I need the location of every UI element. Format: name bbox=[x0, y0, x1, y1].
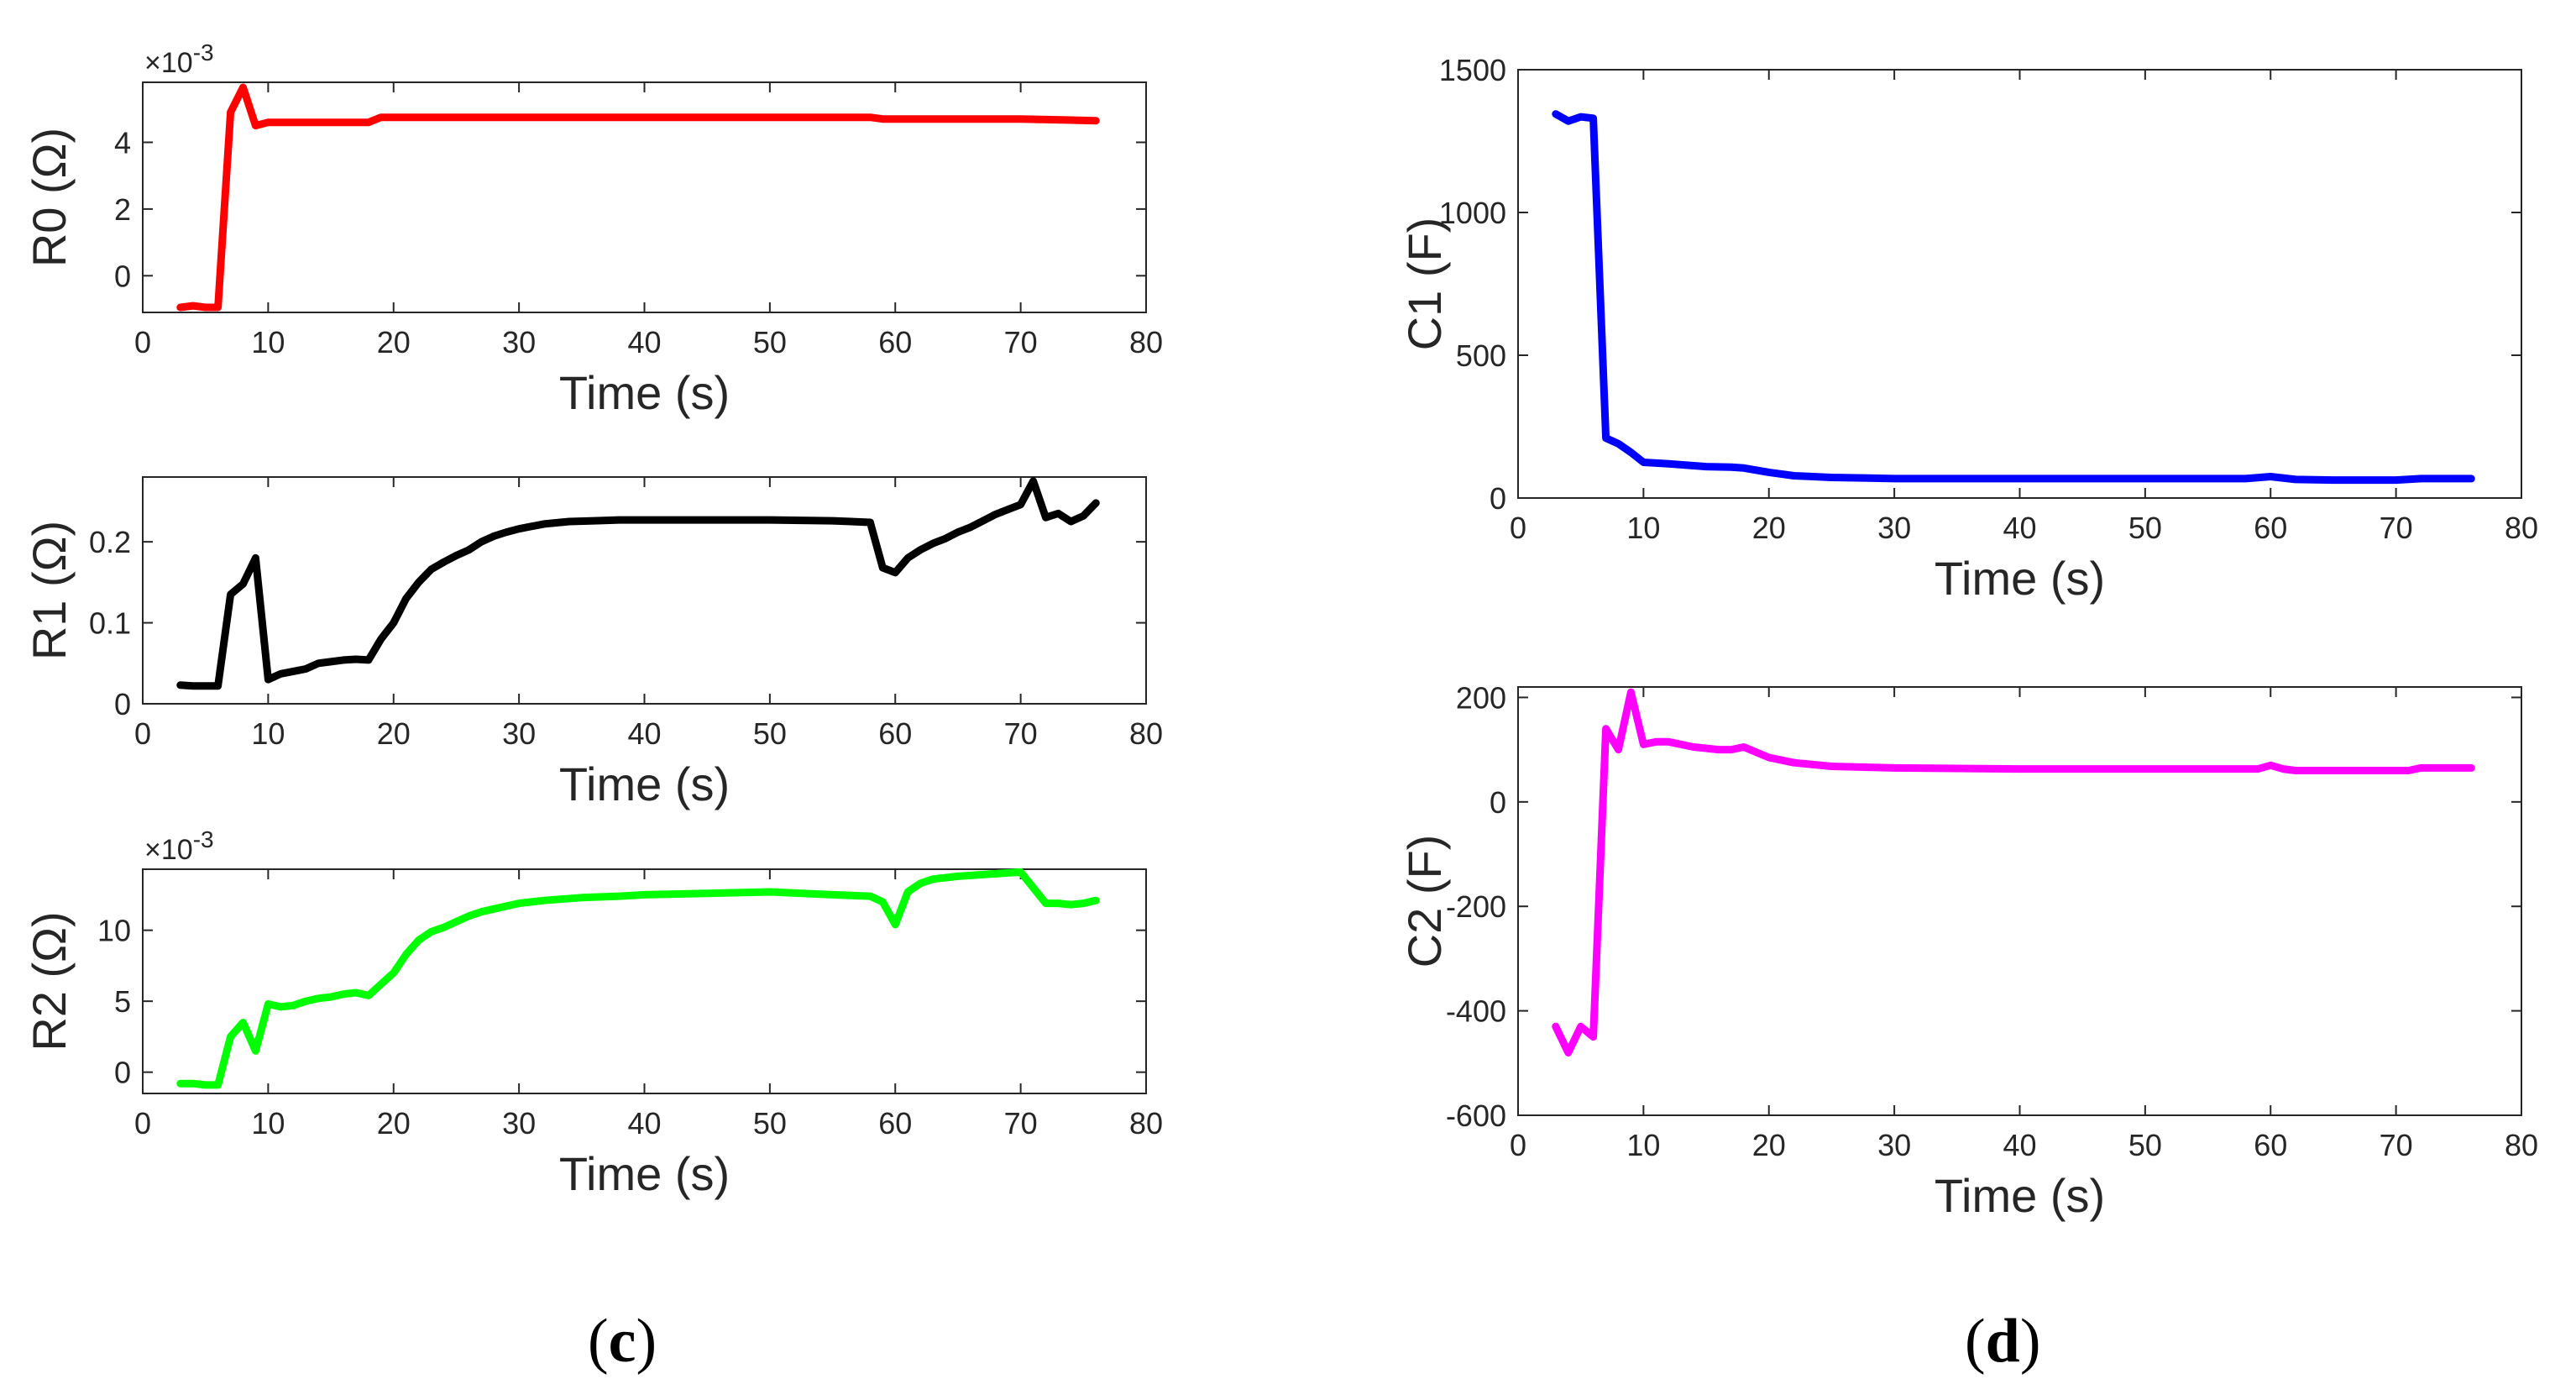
plot-frame bbox=[1517, 686, 2522, 1116]
x-tick-label: 0 bbox=[1510, 1128, 1526, 1162]
y-tick-label: 1000 bbox=[1439, 196, 1506, 230]
x-tick-label: 50 bbox=[753, 1106, 787, 1140]
series-line-R1 bbox=[176, 477, 1100, 690]
x-tick-label: 20 bbox=[1752, 511, 1786, 545]
y-tick-label: 5 bbox=[114, 984, 131, 1019]
y-tick-label: -400 bbox=[1446, 994, 1506, 1029]
x-tick-label: 20 bbox=[1752, 1128, 1786, 1162]
exponent-power: -3 bbox=[193, 826, 214, 852]
chart-r1: 0 10 20 30 40 50 60 70 80 0 0.1 0.2 Time (s) R1 (Ω) bbox=[23, 476, 1163, 810]
x-tick-label: 20 bbox=[377, 716, 411, 751]
chart-r0: 0 10 20 30 40 50 60 70 80 0 2 4 Time (s) R0 (Ω) ×10-3 bbox=[23, 39, 1163, 419]
y-axis-label: C2 (F) bbox=[1398, 835, 1451, 968]
x-tick-label: 40 bbox=[2003, 511, 2036, 545]
x-tick-label: 30 bbox=[502, 716, 536, 751]
y-tick-label: 0 bbox=[114, 259, 131, 293]
x-tick-label: 70 bbox=[2380, 511, 2413, 545]
y-axis-label: R0 (Ω) bbox=[23, 128, 76, 267]
x-tick-label: 30 bbox=[502, 1106, 536, 1140]
x-tick-label: 60 bbox=[2254, 511, 2287, 545]
y-tick-label: 0.2 bbox=[89, 525, 131, 559]
x-tick-label: 60 bbox=[878, 1106, 912, 1140]
y-tick-label: 10 bbox=[97, 914, 131, 948]
plot-frame bbox=[142, 868, 1147, 1094]
panel-label-d: (d) bbox=[1965, 1307, 2041, 1376]
y-axis-label: R1 (Ω) bbox=[23, 521, 76, 660]
x-tick-label: 10 bbox=[251, 716, 285, 751]
x-axis-label: Time (s) bbox=[559, 1147, 730, 1200]
x-tick-label: 30 bbox=[1877, 1128, 1911, 1162]
chart-c2: 0 10 20 30 40 50 60 70 80 -600 -400 -200 0 200 Time (s… bbox=[1398, 680, 2538, 1222]
x-tick-label: 80 bbox=[1129, 716, 1163, 751]
x-tick-label: 30 bbox=[502, 325, 536, 359]
x-tick-label: 10 bbox=[251, 1106, 285, 1140]
plot-frame bbox=[1517, 69, 2522, 499]
y-tick-label: 0 bbox=[1490, 481, 1506, 516]
y-tick-label: 200 bbox=[1456, 680, 1506, 715]
y-tick-label: 2 bbox=[114, 192, 131, 227]
x-tick-label: 10 bbox=[251, 325, 285, 359]
exponent-label: ×10-3 bbox=[144, 39, 214, 79]
y-tick-label: 0 bbox=[1490, 785, 1506, 820]
chart-r2: 0 10 20 30 40 50 60 70 80 0 5 10 Time (s) R2 (Ω) ×10-3 bbox=[23, 826, 1163, 1200]
x-tick-label: 10 bbox=[1626, 511, 1660, 545]
y-tick-label: 0.1 bbox=[89, 606, 131, 641]
x-tick-label: 50 bbox=[2128, 511, 2162, 545]
chart-c1: 0 10 20 30 40 50 60 70 80 0 500 1000 1500 Time (s) C1 … bbox=[1398, 53, 2538, 605]
x-tick-label: 0 bbox=[1510, 511, 1526, 545]
x-tick-label: 0 bbox=[134, 716, 151, 751]
y-tick-label: 0 bbox=[114, 687, 131, 721]
y-tick-label: -600 bbox=[1446, 1099, 1506, 1133]
x-tick-label: 40 bbox=[627, 1106, 661, 1140]
y-tick-label: 0 bbox=[114, 1056, 131, 1090]
x-tick-label: 40 bbox=[627, 325, 661, 359]
x-tick-label: 40 bbox=[627, 716, 661, 751]
x-axis-label: Time (s) bbox=[559, 758, 730, 810]
x-tick-label: 20 bbox=[377, 1106, 411, 1140]
x-tick-label: 0 bbox=[134, 1106, 151, 1140]
y-tick-label: -200 bbox=[1446, 889, 1506, 924]
series-line-R2 bbox=[176, 868, 1100, 1089]
x-tick-label: 80 bbox=[1129, 1106, 1163, 1140]
y-axis-label: R2 (Ω) bbox=[23, 911, 76, 1051]
exponent-label: ×10-3 bbox=[144, 826, 214, 866]
x-tick-label: 80 bbox=[2505, 511, 2538, 545]
x-tick-label: 70 bbox=[2380, 1128, 2413, 1162]
y-axis-label: C1 (F) bbox=[1398, 218, 1451, 351]
x-tick-label: 60 bbox=[2254, 1128, 2287, 1162]
x-tick-label: 60 bbox=[878, 716, 912, 751]
x-axis-label: Time (s) bbox=[1935, 1169, 2105, 1222]
x-tick-label: 70 bbox=[1004, 325, 1038, 359]
x-tick-label: 50 bbox=[753, 325, 787, 359]
series-line-C1 bbox=[1552, 110, 2475, 485]
x-tick-label: 80 bbox=[1129, 325, 1163, 359]
x-tick-label: 50 bbox=[753, 716, 787, 751]
x-tick-label: 0 bbox=[134, 325, 151, 359]
x-axis-label: Time (s) bbox=[559, 366, 730, 419]
x-tick-label: 30 bbox=[1877, 511, 1911, 545]
x-tick-label: 50 bbox=[2128, 1128, 2162, 1162]
x-tick-label: 60 bbox=[878, 325, 912, 359]
x-tick-label: 20 bbox=[377, 325, 411, 359]
x-axis-label: Time (s) bbox=[1935, 552, 2105, 605]
exponent-power: -3 bbox=[193, 39, 214, 66]
y-tick-label: 500 bbox=[1456, 338, 1506, 373]
x-tick-label: 70 bbox=[1004, 716, 1038, 751]
x-tick-label: 40 bbox=[2003, 1128, 2036, 1162]
x-tick-label: 10 bbox=[1626, 1128, 1660, 1162]
x-tick-label: 80 bbox=[2505, 1128, 2538, 1162]
panel-label-c: (c) bbox=[588, 1307, 657, 1376]
x-tick-label: 70 bbox=[1004, 1106, 1038, 1140]
series-line-R0 bbox=[176, 83, 1100, 312]
y-tick-label: 1500 bbox=[1439, 53, 1506, 87]
series-line-C2 bbox=[1552, 688, 2475, 1057]
y-tick-label: 4 bbox=[114, 125, 131, 160]
